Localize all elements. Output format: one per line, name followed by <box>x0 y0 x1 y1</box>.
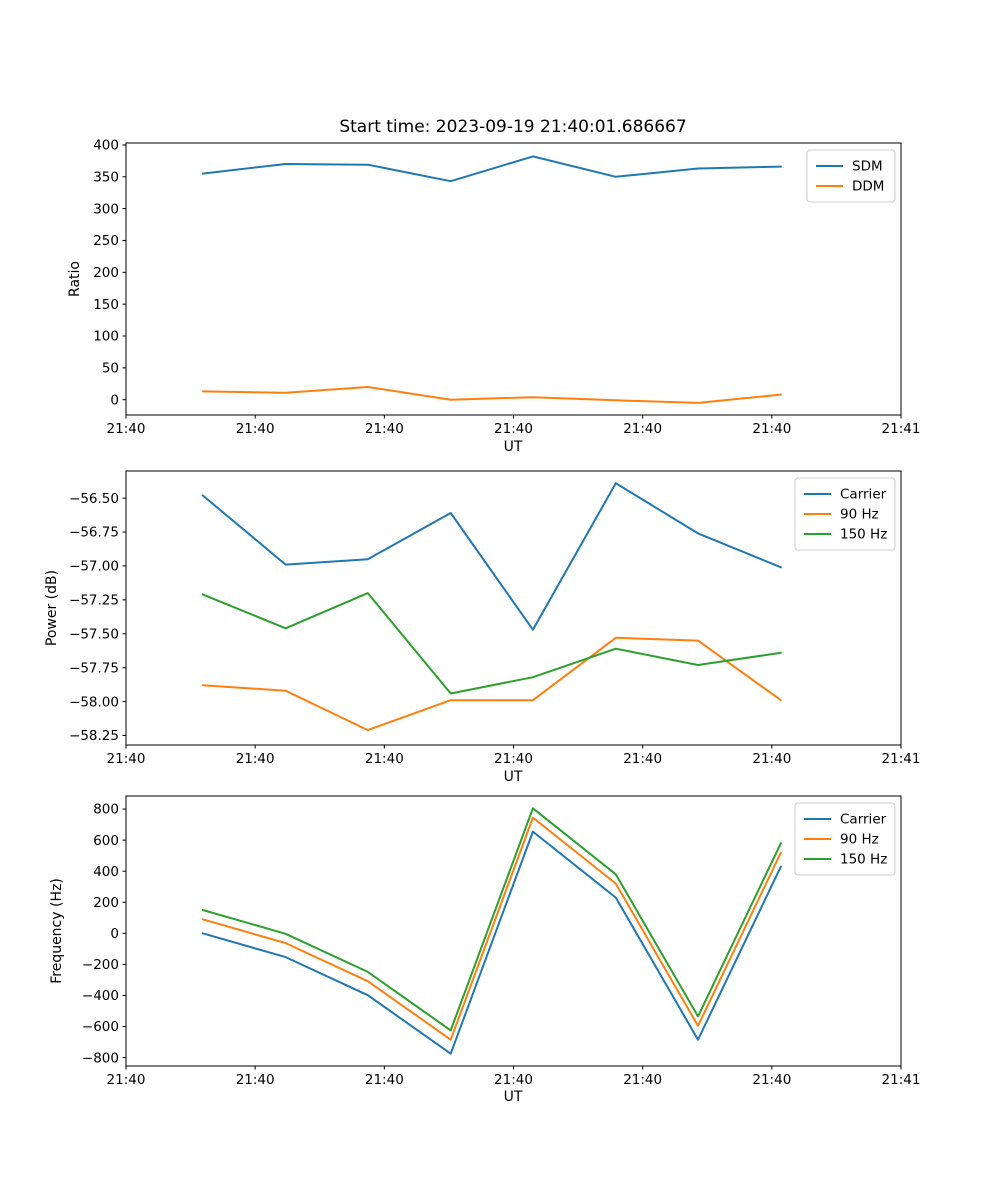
x-tick-label: 21:40 <box>623 421 662 437</box>
y-tick-label: 800 <box>93 802 119 818</box>
y-tick-label: 400 <box>93 138 119 154</box>
x-tick-label: 21:40 <box>107 1072 146 1088</box>
axes-frame <box>125 795 902 1067</box>
legend: Carrier 90 Hz 150 Hz <box>794 477 896 551</box>
legend-label: Carrier <box>840 812 887 828</box>
legend-label: 150 Hz <box>840 527 887 543</box>
y-tick-label: 0 <box>110 926 119 942</box>
y-tick-label: −400 <box>82 988 119 1004</box>
legend-box <box>794 477 896 551</box>
legend: SDM DDM <box>806 149 896 203</box>
legend-label: DDM <box>852 179 884 195</box>
frequency-plot: −800 −600 −400 −200 0 200 400 600 800 21:40 21:40 2… <box>82 795 921 1088</box>
y-tick-label: −57.75 <box>69 660 119 676</box>
x-tick-label: 21:40 <box>107 751 146 767</box>
x-tick-label: 21:40 <box>623 1072 662 1088</box>
y-tick-label: 200 <box>93 265 119 281</box>
x-tick-label: 21:40 <box>107 421 146 437</box>
x-tick-label: 21:41 <box>882 751 921 767</box>
legend-label: SDM <box>852 159 883 175</box>
series-line-sdm <box>201 155 782 183</box>
y-tick-label: −57.50 <box>69 626 119 642</box>
series-line-ddm <box>201 386 782 404</box>
y-tick-label: −200 <box>82 957 119 973</box>
x-tick-label: 21:41 <box>882 421 921 437</box>
xlabel-ut-top: UT <box>503 439 523 455</box>
y-tick-label: 350 <box>93 169 119 185</box>
x-tick-label: 21:40 <box>236 1072 275 1088</box>
axes-frame <box>125 142 902 416</box>
x-tick-label: 21:40 <box>494 751 533 767</box>
x-tick-label: 21:40 <box>752 421 791 437</box>
y-tick-label: 50 <box>102 361 119 377</box>
series-line-150-hz <box>201 592 782 695</box>
y-tick-label: −600 <box>82 1019 119 1035</box>
y-tick-label: 300 <box>93 201 119 217</box>
series-line-90-hz <box>201 816 782 1041</box>
x-tick-label: 21:40 <box>494 421 533 437</box>
x-tick-label: 21:40 <box>752 1072 791 1088</box>
legend-label: Carrier <box>840 487 887 503</box>
y-tick-label: −58.25 <box>69 728 119 744</box>
y-tick-label: −56.50 <box>69 491 119 507</box>
legend-box <box>794 802 896 876</box>
y-tick-label: 0 <box>110 392 119 408</box>
y-tick-label: 250 <box>93 233 119 249</box>
x-tick-label: 21:40 <box>623 751 662 767</box>
x-tick-label: 21:40 <box>236 751 275 767</box>
series-line-150-hz <box>201 807 782 1032</box>
xlabel-ut-middle: UT <box>503 769 523 785</box>
x-tick-label: 21:40 <box>365 421 404 437</box>
y-tick-label: −800 <box>82 1050 119 1066</box>
legend: Carrier 90 Hz 150 Hz <box>794 802 896 876</box>
y-tick-label: 100 <box>93 329 119 345</box>
series-line-carrier <box>201 482 782 631</box>
legend-box <box>806 149 896 203</box>
power-plot: −58.25 −58.00 −57.75 −57.50 −57.25 −57.00 −56.… <box>69 470 921 767</box>
legend-label: 150 Hz <box>840 852 887 868</box>
y-tick-label: −57.00 <box>69 559 119 575</box>
axes-frame <box>125 470 902 746</box>
ratio-plot: 0 50 100 150 200 250 300 350 400 21:40 21:40 21:40 2… <box>93 138 920 437</box>
series-line-carrier <box>201 830 782 1055</box>
x-tick-label: 21:41 <box>882 1072 921 1088</box>
legend-label: 90 Hz <box>840 832 879 848</box>
y-tick-label: 150 <box>93 297 119 313</box>
xlabel-ut-bottom: UT <box>503 1089 523 1105</box>
y-tick-label: 200 <box>93 895 119 911</box>
series-line-90-hz <box>201 636 782 732</box>
y-tick-label: −56.75 <box>69 525 119 541</box>
x-tick-label: 21:40 <box>365 1072 404 1088</box>
y-tick-label: 600 <box>93 833 119 849</box>
y-tick-label: −58.00 <box>69 694 119 710</box>
x-tick-label: 21:40 <box>236 421 275 437</box>
legend-label: 90 Hz <box>840 507 879 523</box>
y-tick-label: 400 <box>93 864 119 880</box>
x-tick-label: 21:40 <box>494 1072 533 1088</box>
x-tick-label: 21:40 <box>365 751 404 767</box>
x-tick-label: 21:40 <box>752 751 791 767</box>
chart-title: Start time: 2023-09-19 21:40:01.686667 <box>339 117 687 137</box>
y-tick-label: −57.25 <box>69 593 119 609</box>
